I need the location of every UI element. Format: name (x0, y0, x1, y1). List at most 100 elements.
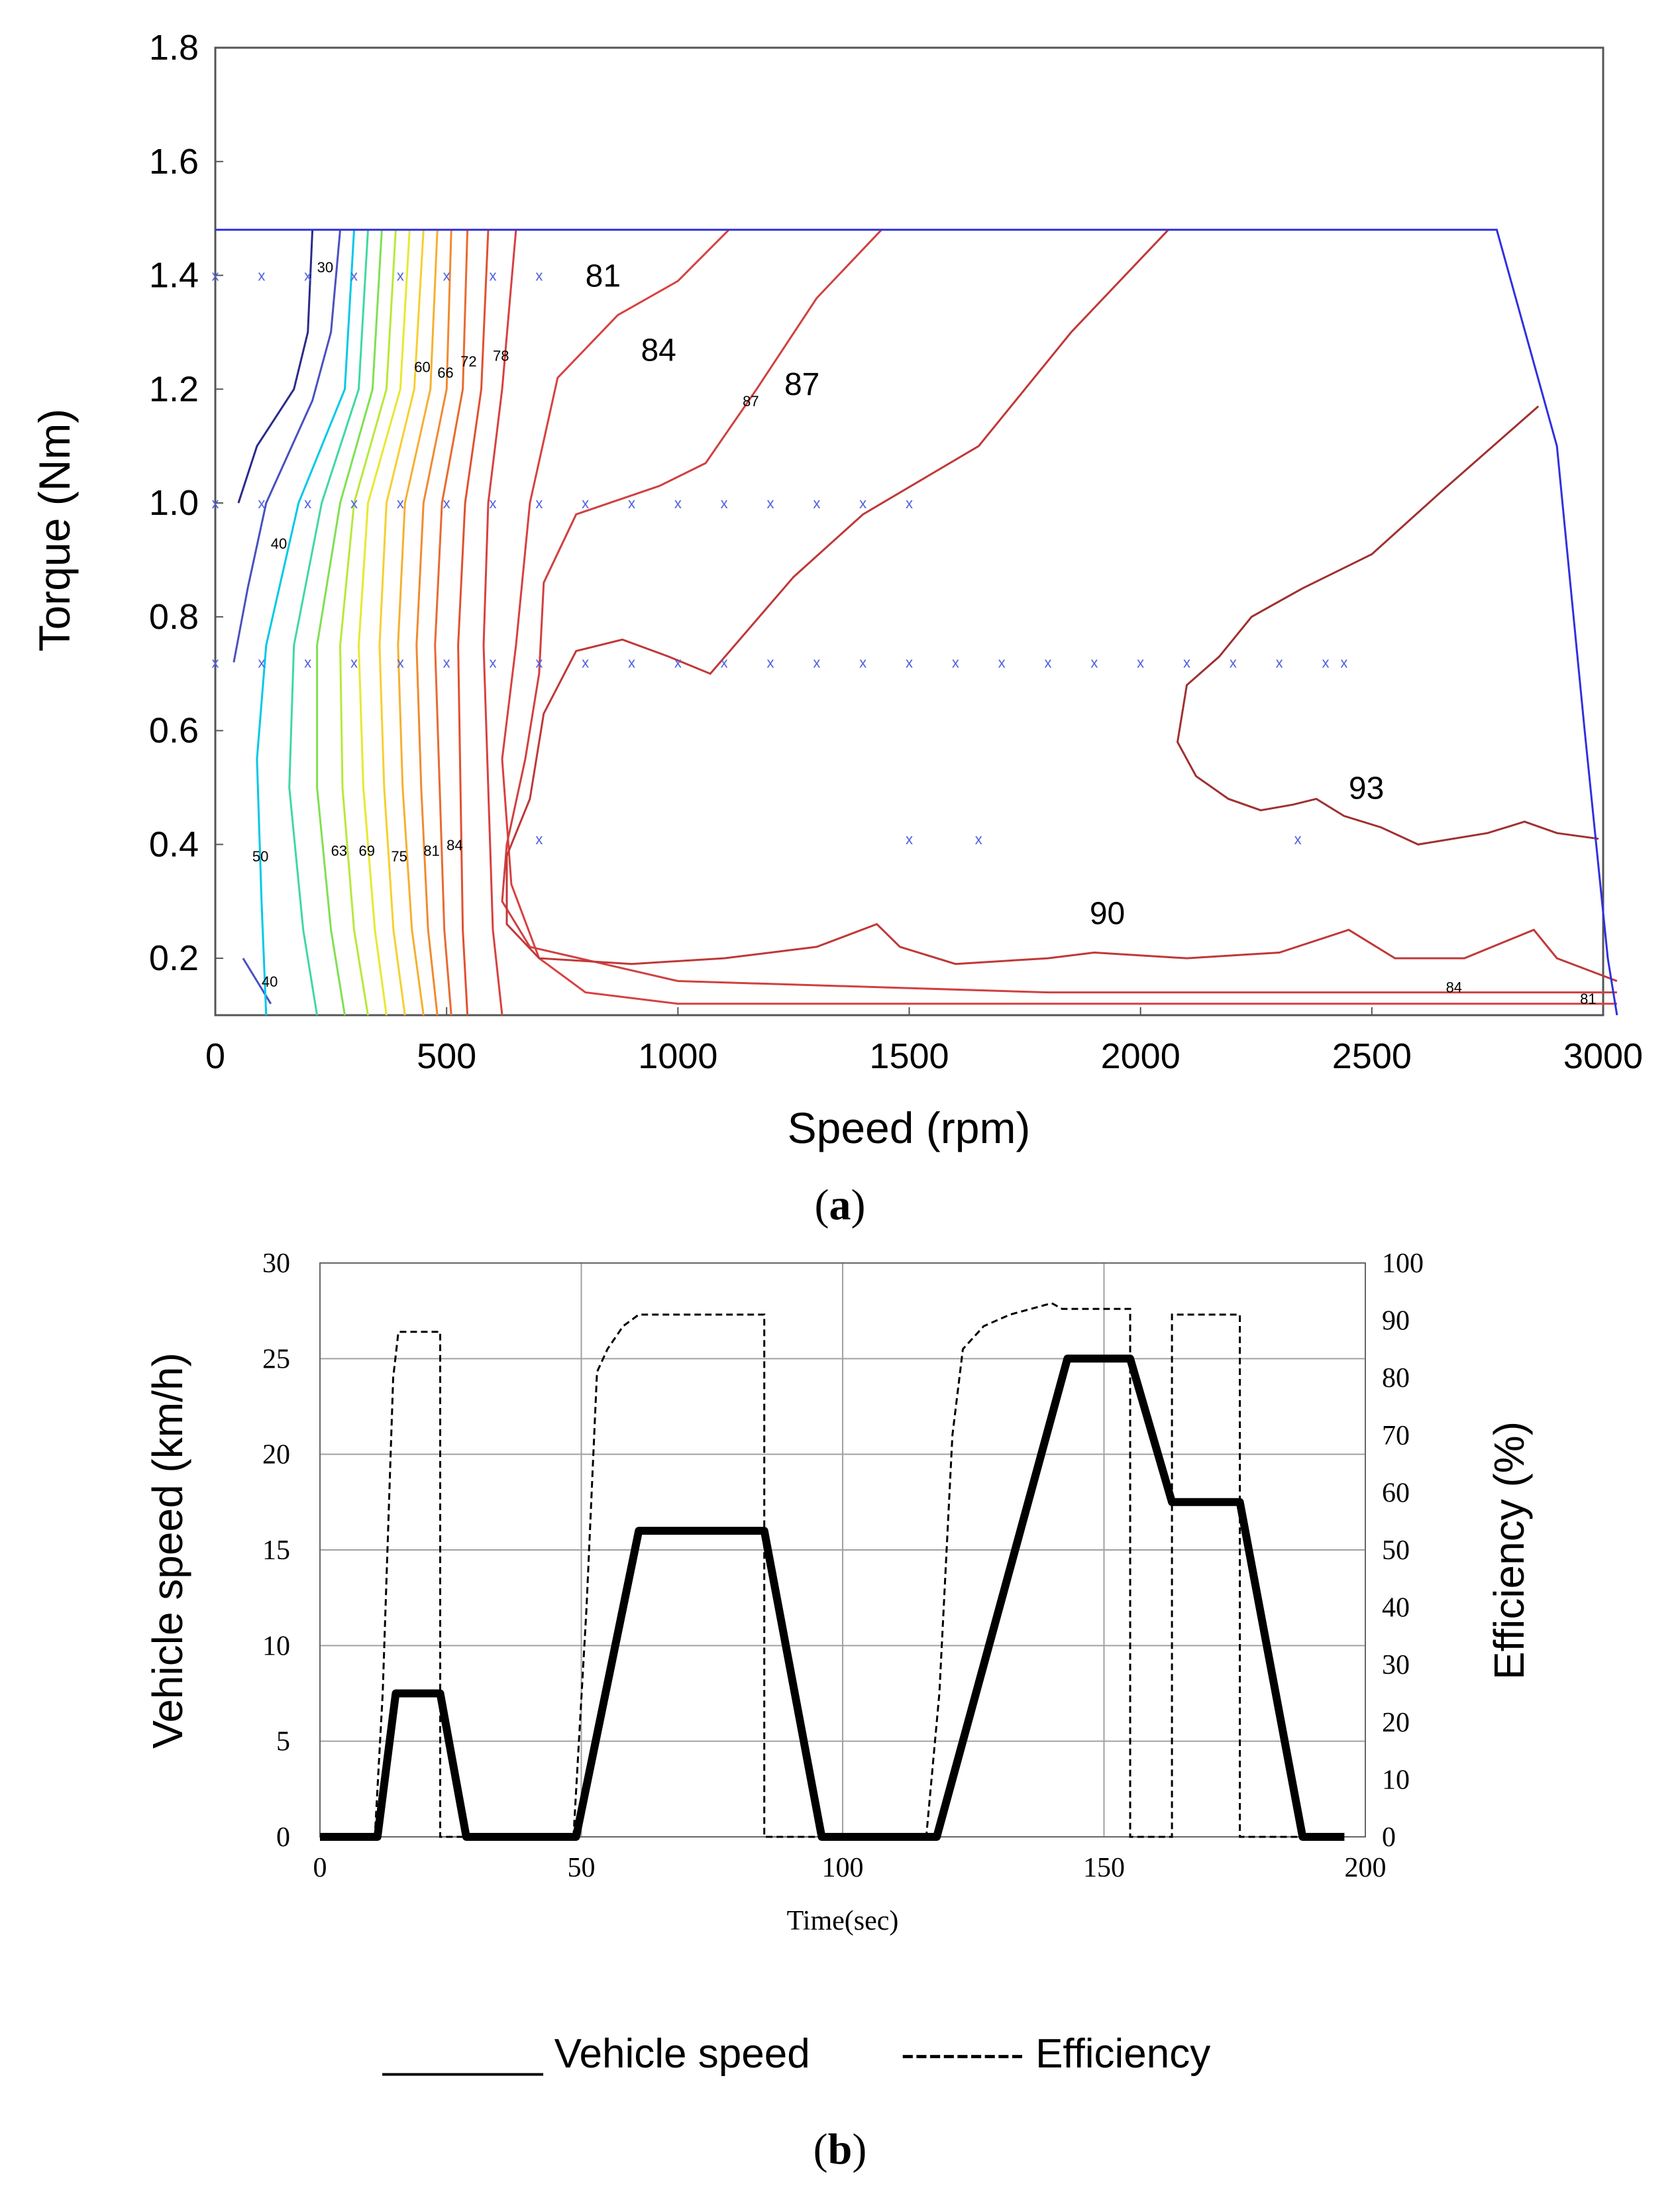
sample-point: x (535, 831, 543, 848)
contour-small-label: 84 (1446, 979, 1462, 996)
y-tick-label-right: 90 (1382, 1306, 1410, 1337)
contour-label-87: 87 (784, 367, 819, 402)
contour-40 (233, 229, 341, 663)
y-tick-label-left: 0 (276, 1822, 290, 1853)
contour-small-label: 69 (358, 843, 374, 859)
contour-small-label: 40 (271, 535, 287, 552)
contour-87 (501, 229, 1617, 994)
sample-point: x (906, 831, 913, 848)
contour-small-label: 75 (391, 848, 407, 865)
sample-point: x (767, 655, 774, 671)
y-axis-label-right: Efficiency (%) (1485, 1421, 1533, 1680)
sample-point: x (813, 495, 820, 512)
sample-point: x (674, 495, 682, 512)
y-axis-label-left: Vehicle speed (km/h) (144, 1352, 191, 1749)
y-tick-label-right: 100 (1382, 1248, 1424, 1279)
y-axis-ticks: 0.2 0.4 0.6 0.8 1.0 1.2 1.4 1.6 1.8 (149, 28, 223, 978)
sample-point: x (906, 495, 913, 512)
sample-point: x (443, 655, 450, 671)
sample-point: x (258, 655, 265, 671)
y-tick-label-right: 70 (1382, 1421, 1410, 1451)
sample-point: x (975, 831, 982, 848)
sample-point: x (490, 268, 497, 284)
x-axis-ticks: 0 500 1000 1500 2000 2500 3000 (205, 1007, 1643, 1076)
contour-small-label: 81 (423, 843, 439, 859)
sample-point: x (628, 655, 635, 671)
y-tick-label-left: 25 (262, 1344, 290, 1374)
x-tick-label: 500 (417, 1036, 476, 1076)
contour-75 (434, 229, 469, 1016)
x-tick-label: 200 (1345, 1853, 1387, 1883)
contour-small-label: 60 (414, 359, 430, 376)
y-tick-label: 1.4 (149, 256, 199, 296)
contour-93 (1176, 405, 1599, 846)
legend-efficiency: --------- Efficiency (901, 2031, 1210, 2077)
contour-84 (501, 229, 1617, 1005)
y-axis-label: Torque (Nm) (30, 409, 79, 652)
sample-point: x (1137, 655, 1144, 671)
x-axis-ticks: 0 50 100 150 200 (313, 1853, 1387, 1883)
y-tick-label: 0.8 (149, 597, 199, 637)
sample-point: x (998, 655, 1006, 671)
contour-72 (415, 229, 452, 1016)
sample-point: x (304, 655, 311, 671)
panel-a-label: (a) (815, 1181, 866, 1229)
y-axis-ticks-left: 0 5 10 15 20 25 30 (262, 1248, 290, 1853)
contour-small-label: 50 (252, 848, 268, 865)
sample-point: x (535, 268, 543, 284)
x-tick-label: 0 (205, 1036, 225, 1076)
x-tick-label: 150 (1083, 1853, 1125, 1883)
sample-point: x (258, 268, 265, 284)
panel-b-line-chart: 0 50 100 150 200 0 5 10 15 20 25 30 0 10 20 30 40 50 60 7… (144, 1248, 1533, 2173)
legend-speed: _______ Vehicle speed (382, 2031, 810, 2077)
sample-point: x (1294, 831, 1302, 848)
sample-point: x (443, 495, 450, 512)
sample-point: x (1183, 655, 1190, 671)
sample-point: x (490, 495, 497, 512)
sample-point: x (1340, 655, 1347, 671)
sample-point: x (535, 655, 543, 671)
sample-points: x x x x x x x x x x x x x x x x x x x x x x x x x x x x x x x x x x x x x x x x… (212, 268, 1348, 848)
contour-labels: 81 84 87 90 93 (586, 259, 1385, 932)
y-tick-label: 1.8 (149, 28, 199, 68)
sample-point: x (258, 495, 265, 512)
y-tick-label: 0.4 (149, 824, 199, 864)
contour-small-label: 40 (262, 973, 278, 990)
contour-small-label: 87 (743, 393, 759, 410)
sample-point: x (767, 495, 774, 512)
sample-point: x (628, 495, 635, 512)
series-efficiency (320, 1301, 1298, 1838)
sample-point: x (350, 655, 358, 671)
y-tick-label-left: 10 (262, 1631, 290, 1661)
contour-small-label: 84 (446, 837, 462, 853)
sample-point: x (535, 495, 543, 512)
y-tick-label-right: 80 (1382, 1363, 1410, 1394)
contour-63 (357, 229, 411, 1016)
contour-90 (505, 229, 1618, 982)
panel-b-label: (b) (814, 2125, 867, 2173)
x-tick-label: 3000 (1563, 1036, 1643, 1076)
sample-point: x (397, 268, 404, 284)
sample-point: x (582, 655, 589, 671)
sample-point: x (674, 655, 682, 671)
sample-point: x (813, 655, 820, 671)
grid (319, 1262, 1366, 1838)
y-tick-label-right: 30 (1382, 1650, 1410, 1680)
contour-78 (457, 229, 490, 1016)
sample-point: x (350, 268, 358, 284)
sample-point: x (212, 655, 219, 671)
contour-label-81: 81 (586, 259, 621, 294)
contour-small-label: 66 (437, 364, 453, 381)
x-tick-label: 100 (822, 1853, 864, 1883)
contour-small-label: 81 (1580, 991, 1596, 1007)
y-tick-label-left: 15 (262, 1535, 290, 1566)
x-tick-label: 1000 (638, 1036, 717, 1076)
x-tick-label: 2000 (1101, 1036, 1181, 1076)
y-tick-label: 0.6 (149, 711, 199, 751)
sample-point: x (952, 655, 959, 671)
sample-point: x (1090, 655, 1098, 671)
sample-point: x (304, 268, 311, 284)
y-tick-label-right: 0 (1382, 1822, 1396, 1853)
y-tick-label-left: 30 (262, 1248, 290, 1279)
sample-point: x (859, 655, 866, 671)
